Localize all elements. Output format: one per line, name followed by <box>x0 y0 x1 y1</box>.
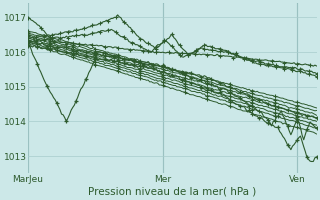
X-axis label: Pression niveau de la mer( hPa ): Pression niveau de la mer( hPa ) <box>88 187 256 197</box>
